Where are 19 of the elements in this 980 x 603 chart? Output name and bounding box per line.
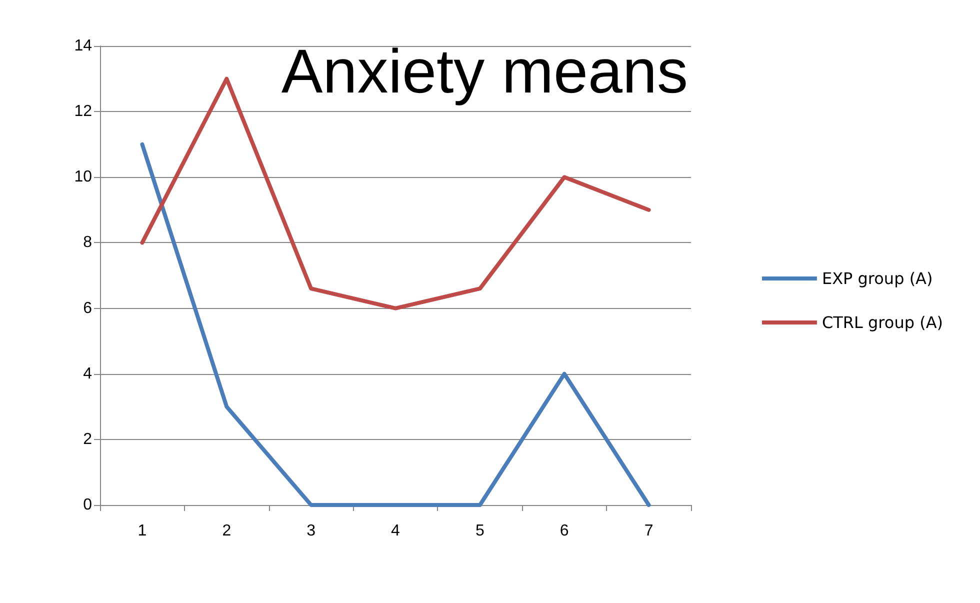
y-tick-label: 0: [83, 496, 92, 514]
legend-label: EXP group (A): [822, 269, 933, 288]
chart-title: Anxiety means: [281, 38, 688, 106]
x-tick-label: 2: [222, 522, 232, 540]
x-tick-label: 4: [391, 522, 400, 540]
y-tick-label: 2: [83, 430, 92, 448]
x-tick-label: 5: [475, 522, 484, 540]
y-tick-label: 6: [83, 300, 92, 317]
x-tick-label: 6: [560, 522, 569, 540]
x-tick-label: 3: [306, 522, 316, 540]
legend-label: CTRL group (A): [822, 313, 943, 332]
y-tick-label: 8: [83, 234, 92, 252]
x-tick-label: 7: [644, 522, 654, 540]
line-series: [140, 142, 651, 507]
y-tick-label: 10: [74, 168, 92, 186]
y-tick-label: 4: [83, 365, 92, 382]
x-tick-label: 1: [138, 522, 147, 540]
y-tick-label: 14: [74, 38, 92, 54]
y-tick-label: 12: [74, 103, 92, 120]
